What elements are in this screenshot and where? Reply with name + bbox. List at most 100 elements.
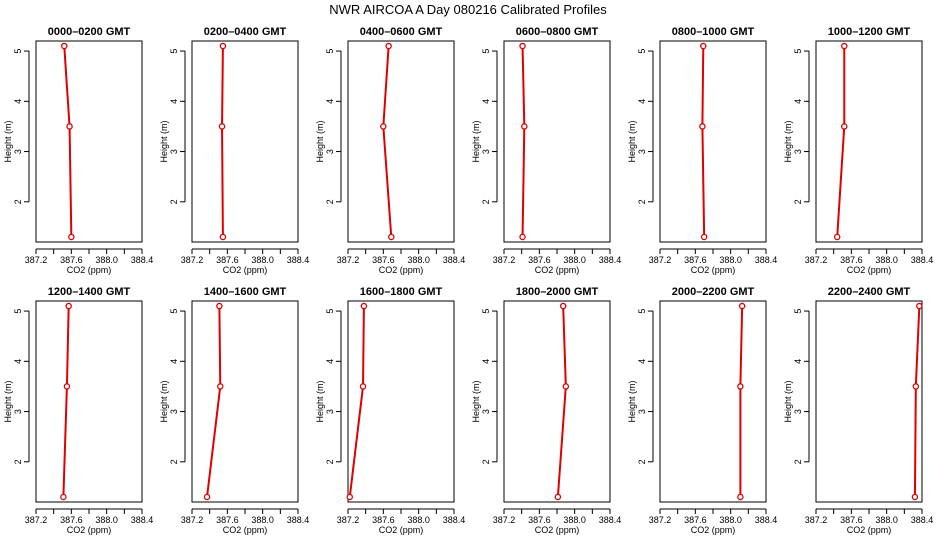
x-tick-label: 388.0 (251, 515, 274, 525)
x-tick-label: 387.2 (181, 255, 204, 265)
co2-data-point (911, 493, 919, 501)
plot-frame (35, 40, 143, 243)
y-tick-label: 3 (637, 409, 647, 414)
y-tick-label: 5 (793, 309, 803, 314)
profile-panel: 1200–1400 GMT 387.2 387.6 388.0 388.4 CO2 (pp… (3, 286, 153, 535)
y-axis-label: Height (m) (471, 120, 481, 162)
profile-panel: 2200–2400 GMT 387.2 387.6 388.0 388.4 CO2 (pp… (783, 286, 933, 535)
co2-data-point (699, 123, 706, 130)
y-tick-label: 2 (169, 459, 179, 464)
x-tick-label: 387.6 (372, 255, 395, 265)
co2-data-point (219, 42, 227, 50)
plot-frame (503, 40, 611, 243)
panel-title: 2000–2200 GMT (672, 286, 755, 298)
x-axis: 387.2 387.6 388.0 388.4 CO2 (ppm) (805, 508, 933, 535)
profile-panel: 0200–0400 GMT 387.2 387.6 388.0 388.4 CO2 (pp… (159, 26, 309, 275)
x-axis-label: CO2 (ppm) (67, 265, 112, 275)
x-tick-label: 387.6 (840, 515, 863, 525)
x-tick-label: 388.0 (875, 515, 898, 525)
co2-data-point (60, 493, 67, 501)
co2-data-point (521, 123, 528, 130)
y-tick-label: 4 (793, 99, 803, 104)
panel-title: 1600–1800 GMT (360, 286, 443, 298)
co2-data-point (216, 302, 223, 310)
y-tick-label: 3 (325, 409, 335, 414)
x-tick-label: 387.6 (528, 515, 551, 525)
x-tick-label: 387.2 (25, 255, 48, 265)
x-tick-label: 388.0 (407, 255, 430, 265)
x-tick-label: 387.2 (25, 515, 48, 525)
x-tick-label: 388.0 (563, 255, 586, 265)
y-axis: 2 3 4 5 Height (m) (315, 309, 342, 464)
co2-data-point (61, 42, 68, 50)
y-axis-label: Height (m) (159, 120, 169, 162)
x-axis: 387.2 387.6 388.0 388.4 CO2 (ppm) (649, 248, 778, 275)
plot-frame (347, 300, 455, 503)
co2-data-point (63, 383, 71, 390)
x-axis: 387.2 387.6 388.0 388.4 CO2 (ppm) (25, 508, 153, 535)
plot-frame (191, 300, 299, 503)
co2-profile-line (63, 45, 73, 237)
panel-title: 1400–1600 GMT (204, 286, 287, 298)
co2-profile-line (739, 306, 744, 497)
co2-data-point (916, 302, 923, 310)
y-axis-label: Height (m) (3, 120, 13, 162)
x-axis: 387.2 387.6 388.0 388.4 CO2 (ppm) (337, 248, 465, 275)
y-tick-label: 4 (793, 359, 803, 364)
y-axis: 2 3 4 5 Height (m) (627, 49, 654, 204)
y-tick-label: 5 (325, 49, 335, 54)
co2-data-point (554, 493, 562, 501)
y-axis-label: Height (m) (159, 380, 169, 422)
x-tick-label: 387.2 (649, 255, 672, 265)
co2-data-point (385, 42, 392, 50)
y-axis-label: Height (m) (315, 380, 325, 422)
plot-frame (35, 300, 143, 503)
y-tick-label: 4 (169, 99, 179, 104)
co2-data-point (559, 302, 567, 310)
co2-profile-line (62, 306, 70, 498)
x-tick-label: 388.4 (755, 255, 778, 265)
y-tick-label: 3 (13, 409, 23, 414)
y-tick-label: 5 (637, 309, 647, 314)
y-axis: 2 3 4 5 Height (m) (783, 309, 810, 464)
co2-data-point (359, 383, 367, 390)
co2-data-point (65, 302, 72, 310)
co2-data-point (519, 42, 526, 50)
y-tick-label: 4 (481, 99, 491, 104)
y-axis-label: Height (m) (315, 120, 325, 162)
x-axis-label: CO2 (ppm) (535, 265, 580, 275)
x-tick-label: 387.6 (528, 255, 551, 265)
x-tick-label: 387.2 (493, 515, 516, 525)
x-axis: 387.2 387.6 388.0 388.4 CO2 (ppm) (25, 248, 154, 275)
y-tick-label: 3 (637, 149, 647, 154)
profile-panel: 0000–0200 GMT 387.2 387.6 388.0 388.4 CO2 (pp… (3, 26, 153, 275)
panel-title: 1200–1400 GMT (48, 286, 131, 298)
y-tick-label: 4 (637, 359, 647, 364)
y-tick-label: 4 (325, 359, 335, 364)
x-tick-label: 388.0 (719, 515, 742, 525)
x-tick-label: 388.0 (251, 255, 274, 265)
co2-data-point (346, 493, 354, 501)
x-tick-label: 387.2 (181, 515, 204, 525)
y-tick-label: 2 (13, 199, 23, 204)
x-tick-label: 387.6 (60, 515, 83, 525)
profile-panel: 1800–2000 GMT 387.2 387.6 388.0 388.4 CO2 (pp… (471, 286, 621, 535)
x-tick-label: 388.0 (875, 255, 898, 265)
y-tick-label: 2 (169, 199, 179, 204)
co2-data-point (519, 233, 526, 241)
x-tick-label: 388.4 (131, 255, 154, 265)
x-axis-label: CO2 (ppm) (223, 265, 268, 275)
x-tick-label: 387.2 (493, 255, 516, 265)
x-tick-label: 387.6 (216, 255, 239, 265)
profile-panel: 2000–2200 GMT 387.2 387.6 388.0 388.4 CO2 (pp… (627, 286, 777, 535)
y-tick-label: 2 (481, 459, 491, 464)
y-axis-label: Height (m) (471, 380, 481, 422)
plot-frame (503, 300, 611, 503)
y-axis: 2 3 4 5 Height (m) (783, 49, 810, 204)
y-tick-label: 3 (481, 149, 491, 154)
profile-panel: 0400–0600 GMT 387.2 387.6 388.0 388.4 CO2 (pp… (315, 26, 465, 275)
x-tick-label: 388.4 (443, 515, 466, 525)
plot-frame (659, 300, 767, 503)
x-tick-label: 388.0 (95, 255, 118, 265)
